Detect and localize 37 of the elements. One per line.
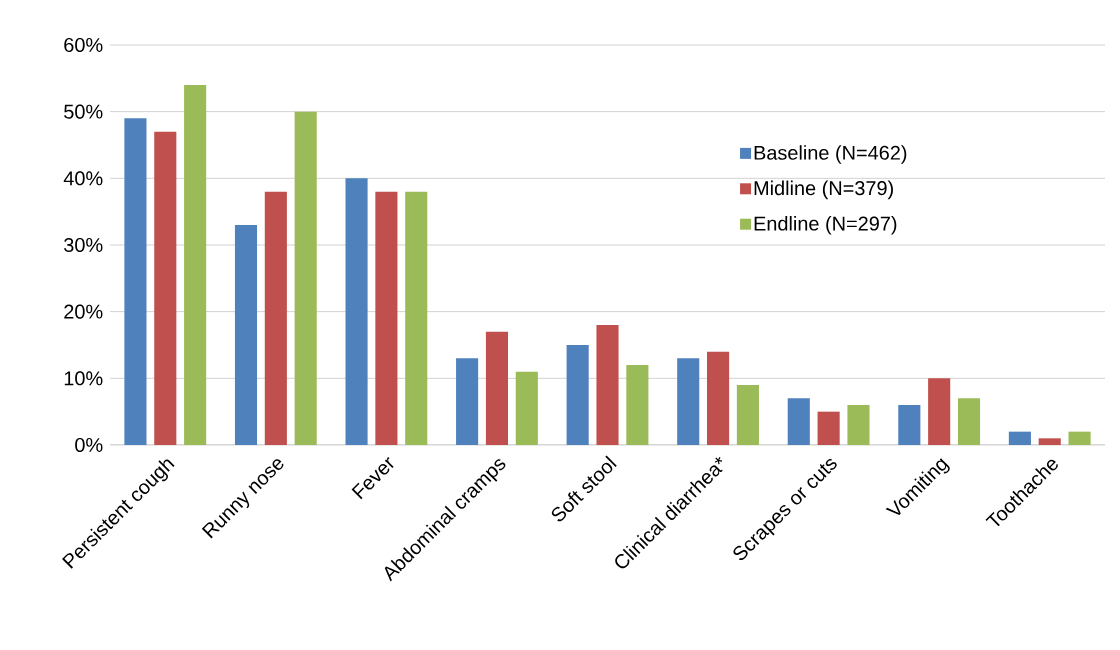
bar: [596, 324, 619, 445]
bar: [1068, 431, 1091, 445]
bar: [566, 344, 589, 445]
legend-label: Endline (N=297): [754, 216, 897, 235]
bar: [1008, 431, 1031, 445]
bar: [345, 178, 368, 445]
bar: [456, 358, 479, 445]
y-tick-label: 0%: [75, 437, 103, 453]
bar: [405, 191, 428, 445]
bar: [817, 411, 840, 445]
bar: [787, 398, 810, 445]
bar: [898, 404, 921, 445]
bar: [515, 371, 538, 445]
legend-label: Baseline (N=462): [754, 145, 907, 164]
bar: [184, 84, 207, 445]
bar: [626, 364, 649, 445]
bar: [847, 404, 870, 445]
y-tick-label: 30%: [64, 237, 103, 253]
bar: [1038, 438, 1061, 445]
y-tick-label: 40%: [63, 171, 103, 186]
bar: [234, 224, 258, 445]
bar: [485, 331, 509, 445]
y-tick-label: 10%: [64, 371, 103, 386]
bar: [124, 118, 147, 445]
bar: [294, 111, 317, 445]
legend-label: Midline (N=379): [754, 180, 893, 200]
bar: [957, 398, 981, 445]
y-tick-label: 60%: [64, 37, 103, 53]
y-tick-label: 50%: [64, 104, 103, 119]
y-tick-label: 20%: [64, 304, 103, 319]
bar: [154, 131, 177, 445]
bar: [375, 191, 398, 445]
bar: [707, 351, 730, 445]
bar: [677, 358, 700, 445]
bar: [736, 384, 759, 445]
bar: [264, 191, 287, 445]
bar: [928, 378, 951, 445]
